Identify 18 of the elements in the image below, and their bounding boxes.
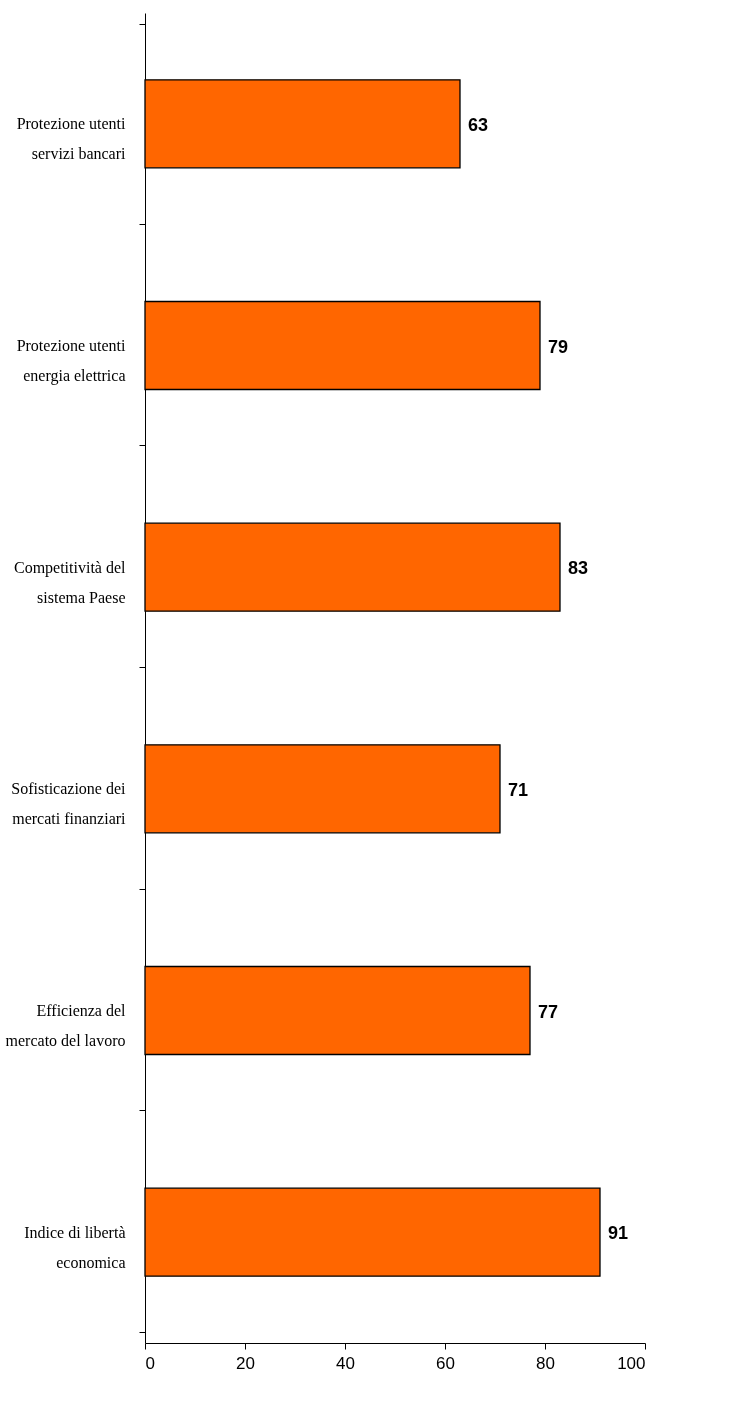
x-tick-label: 60 xyxy=(436,1353,455,1373)
y-tick-label: Protezione utenti energia elettrica xyxy=(16,337,127,385)
y-tick-label: Protezione utenti servizi bancari xyxy=(16,115,127,163)
y-tick-label: Indice di libertà economica xyxy=(24,1223,126,1271)
data-label: 71 xyxy=(508,779,529,800)
data-label: 77 xyxy=(538,1001,559,1022)
x-tick-label: 40 xyxy=(336,1353,355,1373)
data-label: 91 xyxy=(608,1223,629,1244)
x-tick-label: 0 xyxy=(145,1353,155,1373)
data-label: 79 xyxy=(548,336,569,357)
data-label: 63 xyxy=(468,114,489,135)
y-tick-label: Sofisticazione dei mercati finanziari xyxy=(11,780,127,828)
y-tick-label: Efficienza del mercato del lavoro xyxy=(5,1002,127,1049)
data-label: 83 xyxy=(568,558,589,579)
y-tick-label: Competitività del sistema Paese xyxy=(13,558,127,606)
x-tick-label: 80 xyxy=(536,1353,555,1373)
x-tick-label: 100 xyxy=(617,1353,646,1373)
x-tick-label: 20 xyxy=(236,1353,255,1373)
